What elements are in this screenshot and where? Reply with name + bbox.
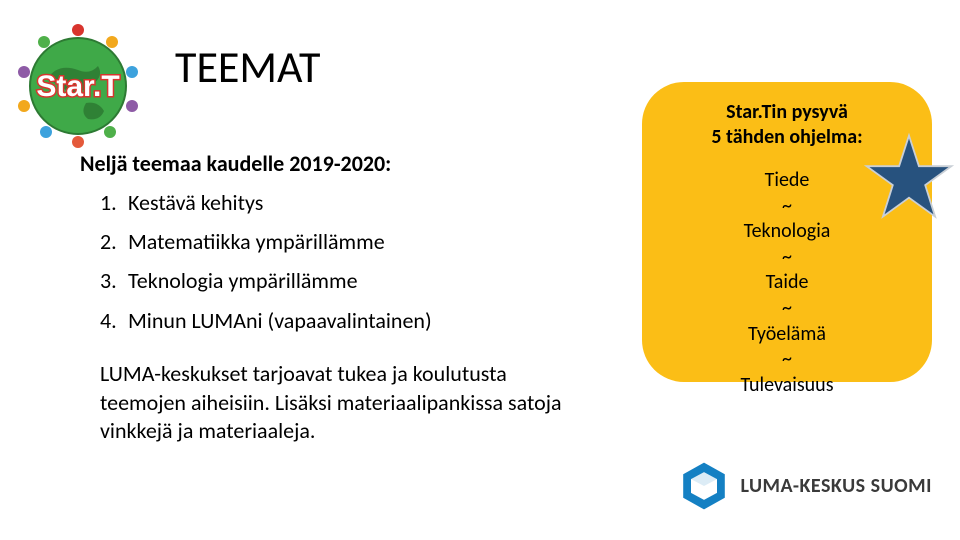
theme-list: 1.Kestävä kehitys 2.Matematiikka ympäril… [100,185,432,342]
list-item-label: Teknologia ympärillämme [128,267,358,294]
start-logo: Star.T [8,8,148,148]
body-paragraph: LUMA-keskukset tarjoavat tukea ja koulut… [100,360,570,446]
list-item-label: Matematiikka ympärillämme [128,228,385,255]
luma-logo: LUMA-KESKUS SUOMI [678,460,932,512]
bubble-sep: ~ [658,347,916,373]
list-item-label: Kestävä kehitys [128,189,263,216]
bubble-item: Tulevaisuus [658,373,916,399]
bubble-sep: ~ [658,245,916,271]
bubble-item: Teknologia [658,219,916,245]
list-item: 4.Minun LUMAni (vapaavalintainen) [100,303,432,338]
program-bubble: Star.Tin pysyvä 5 tähden ohjelma: Tiede … [642,82,932,382]
star-icon [864,132,954,222]
bubble-item: Työelämä [658,322,916,348]
luma-hex-icon [678,460,730,512]
list-item: 1.Kestävä kehitys [100,185,432,220]
slide-title: TEEMAT [175,40,321,94]
list-item: 3.Teknologia ympärillämme [100,263,432,298]
luma-logo-text: LUMA-KESKUS SUOMI [740,474,932,498]
bubble-item: Taide [658,270,916,296]
svg-text:Star.T: Star.T [36,70,119,103]
subheading: Neljä teemaa kaudelle 2019-2020: [80,150,391,177]
list-item-label: Minun LUMAni (vapaavalintainen) [128,307,432,334]
list-item: 2.Matematiikka ympärillämme [100,224,432,259]
bubble-sep: ~ [658,296,916,322]
